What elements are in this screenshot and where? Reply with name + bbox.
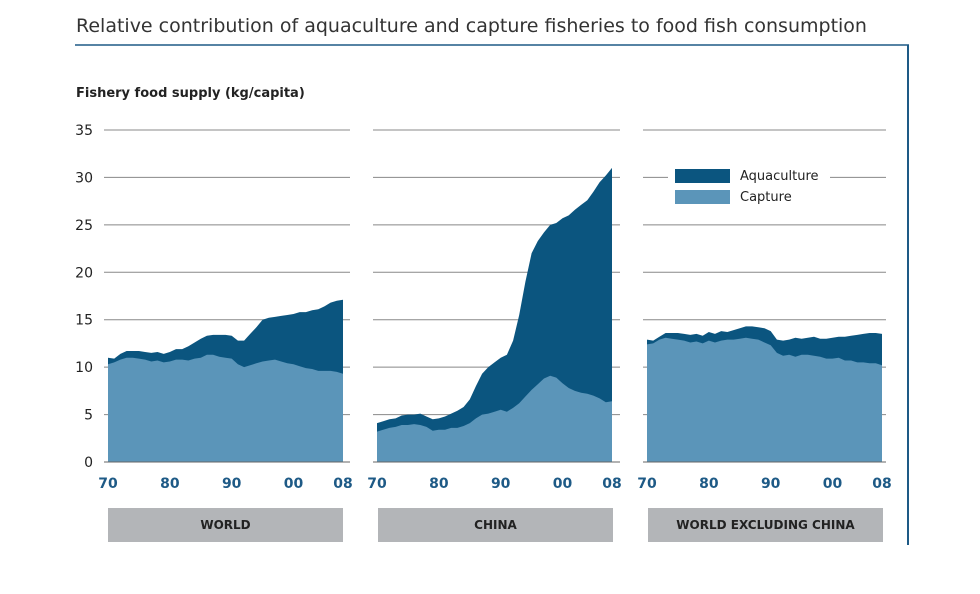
y-tick-label: 5 <box>84 408 93 424</box>
y-tick-label: 30 <box>75 170 93 186</box>
y-tick-label: 0 <box>84 455 93 471</box>
legend-label-aquaculture: Aquaculture <box>740 169 819 184</box>
x-tick-label: 08 <box>333 476 352 492</box>
capture-area <box>647 337 882 462</box>
panel-label-world-excluding-china: WORLD EXCLUDING CHINA <box>648 508 883 542</box>
y-tick-label: 25 <box>75 218 93 234</box>
x-tick-label: 00 <box>823 476 843 492</box>
x-tick-label: 00 <box>284 476 304 492</box>
y-tick-label: 20 <box>75 265 93 281</box>
x-tick-label: 70 <box>637 476 657 492</box>
x-tick-label: 90 <box>222 476 242 492</box>
panel-label-china: CHINA <box>378 508 613 542</box>
x-tick-label: 80 <box>699 476 719 492</box>
legend-label-capture: Capture <box>740 190 792 205</box>
figure-title: Relative contribution of aquaculture and… <box>76 15 867 37</box>
capture-area <box>108 354 343 462</box>
x-tick-label: 08 <box>872 476 891 492</box>
x-tick-label: 80 <box>429 476 449 492</box>
legend-swatch-aquaculture <box>675 169 730 183</box>
x-tick-label: 70 <box>98 476 118 492</box>
y-tick-label: 10 <box>75 360 93 376</box>
panel-label-world: WORLD <box>108 508 343 542</box>
capture-area <box>377 375 612 462</box>
x-tick-label: 70 <box>367 476 387 492</box>
x-tick-label: 80 <box>160 476 180 492</box>
x-tick-label: 00 <box>553 476 573 492</box>
x-tick-label: 90 <box>761 476 781 492</box>
x-tick-label: 90 <box>491 476 511 492</box>
y-tick-label: 15 <box>75 313 93 329</box>
legend-swatch-capture <box>675 190 730 204</box>
y-tick-label: 35 <box>75 123 93 139</box>
x-tick-label: 08 <box>602 476 621 492</box>
y-axis-label: Fishery food supply (kg/capita) <box>76 86 305 101</box>
